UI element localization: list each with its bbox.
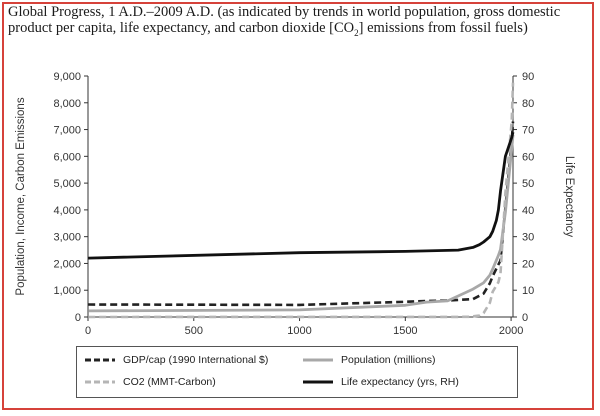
- y2-tick-label: 60: [522, 151, 534, 163]
- x-tick-label: 0: [85, 325, 91, 337]
- legend-label: Life expectancy (yrs, RH): [341, 376, 459, 388]
- y-tick-label: 8,000: [53, 98, 81, 110]
- y-tick-label: 2,000: [53, 258, 81, 270]
- title-tail: ] emissions from fossil fuels): [358, 20, 528, 36]
- title-main: Global Progress, 1 A.D.–2009 A.D. (as in…: [8, 4, 561, 36]
- series-line: [88, 82, 515, 319]
- legend-swatch: [85, 380, 115, 384]
- y-tick-label: 0: [75, 312, 81, 324]
- x-tick-label: 1000: [287, 325, 311, 337]
- y-axis-title: Population, Income, Carbon Emissions: [15, 97, 27, 295]
- legend-label: GDP/cap (1990 International $): [123, 354, 269, 366]
- legend-swatch: [85, 358, 115, 362]
- y2-tick-label: 30: [522, 232, 534, 244]
- y2-tick-label: 80: [522, 98, 534, 110]
- title-subscript: 2: [354, 27, 359, 38]
- chart-legend: GDP/cap (1990 International $) Population…: [76, 346, 518, 398]
- legend-swatch: [303, 358, 333, 362]
- legend-item: GDP/cap (1990 International $): [85, 354, 268, 366]
- chart-title: Global Progress, 1 A.D.–2009 A.D. (as in…: [8, 4, 583, 41]
- x-tick-label: 2000: [499, 325, 523, 337]
- y2-tick-label: 10: [522, 285, 534, 297]
- y-tick-label: 5,000: [53, 178, 81, 190]
- y2-tick-label: 0: [522, 312, 528, 324]
- x-tick-label: 1500: [393, 325, 417, 337]
- y2-tick-label: 40: [522, 205, 534, 217]
- chart-frame: [2, 2, 594, 410]
- series-line: [88, 121, 515, 307]
- series-line: [88, 131, 515, 260]
- legend-item: Population (millions): [303, 354, 436, 366]
- series-line: [88, 134, 515, 313]
- legend-item: Life expectancy (yrs, RH): [303, 376, 459, 388]
- legend-item: CO2 (MMT-Carbon): [85, 376, 216, 388]
- legend-swatch: [303, 380, 333, 384]
- y2-axis-title: Life Expectancy: [563, 156, 575, 237]
- y-tick-label: 4,000: [53, 205, 81, 217]
- y-tick-label: 3,000: [53, 232, 81, 244]
- y2-tick-label: 90: [522, 71, 534, 83]
- line-chart: 0 1,000 2,000 3,000 4,000 5,000 6,000 7,000 8,00…: [15, 71, 575, 337]
- legend-label: Population (millions): [341, 354, 436, 366]
- y-tick-label: 7,000: [53, 125, 81, 137]
- legend-label: CO2 (MMT-Carbon): [123, 376, 216, 388]
- y-tick-label: 9,000: [53, 71, 81, 83]
- y2-tick-label: 70: [522, 125, 534, 137]
- y-tick-label: 1,000: [53, 285, 81, 297]
- y2-tick-label: 50: [522, 178, 534, 190]
- y-tick-label: 6,000: [53, 151, 81, 163]
- x-tick-label: 500: [185, 325, 203, 337]
- y2-tick-label: 20: [522, 258, 534, 270]
